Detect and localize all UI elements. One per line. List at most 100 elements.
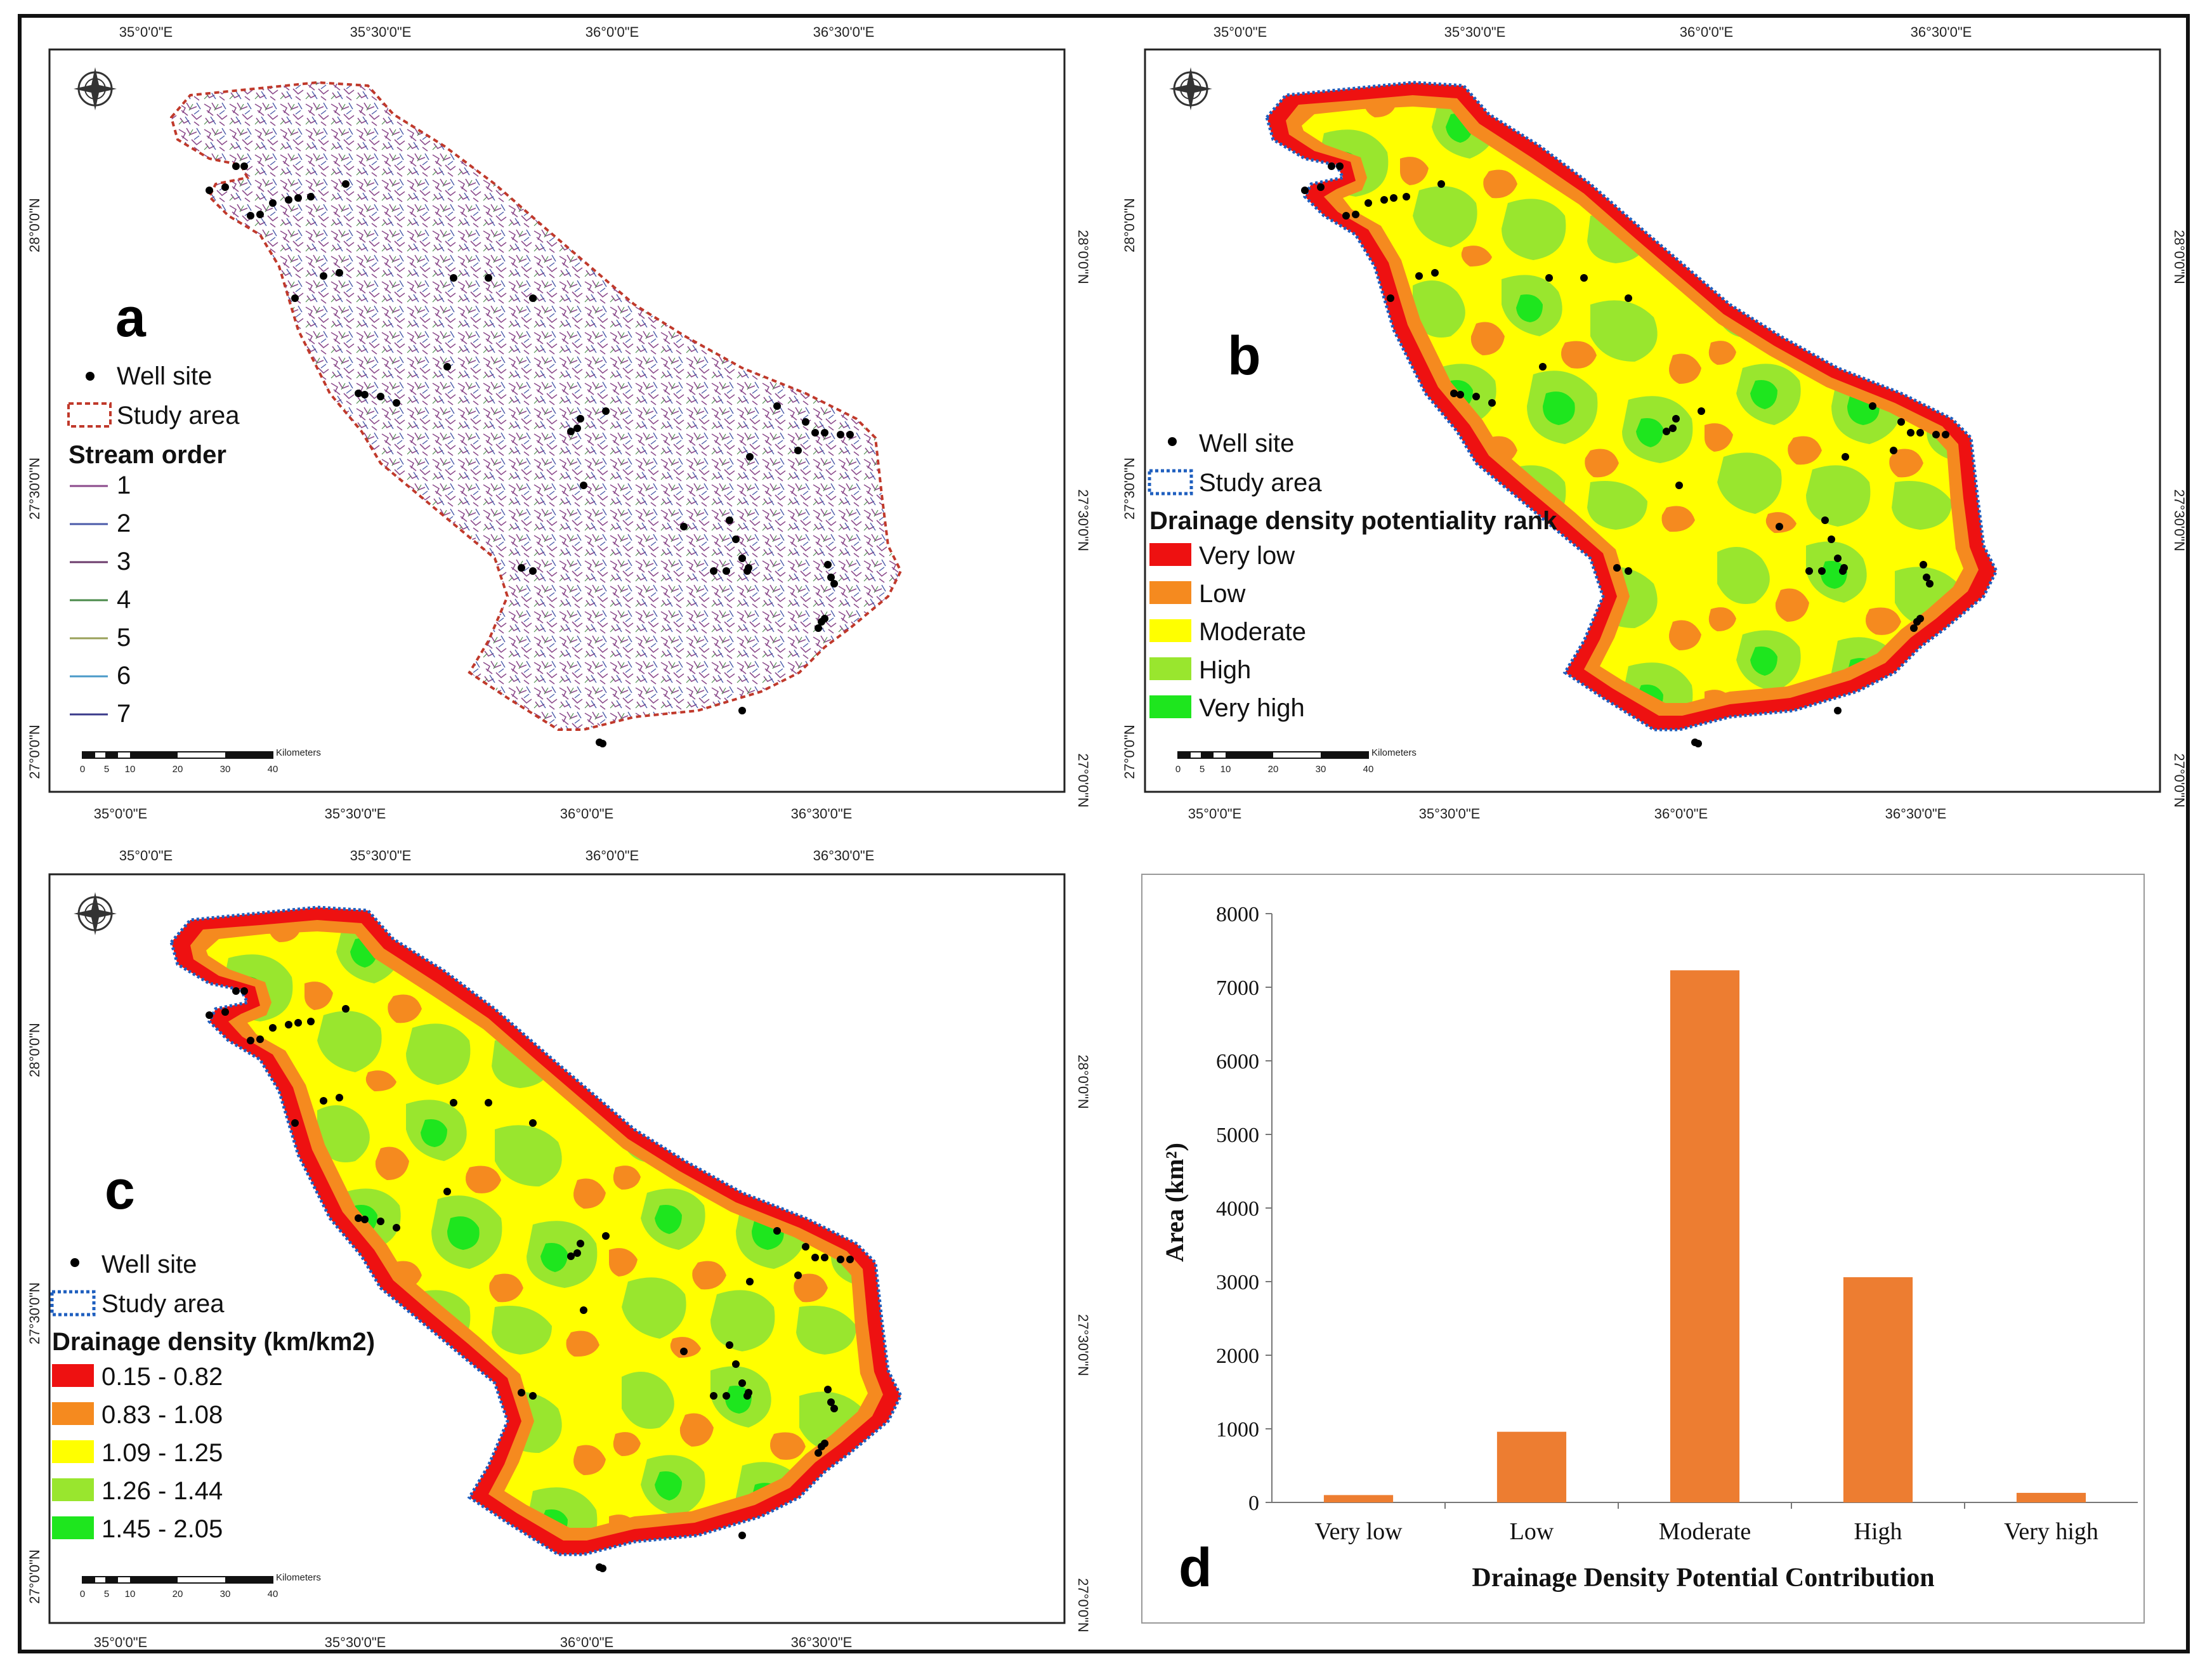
class-swatch: [1149, 657, 1191, 680]
stream-order-label: 4: [117, 586, 131, 614]
scale-bar-c: Kilometers 0 5 10 20 30 40: [80, 1572, 321, 1599]
chart-y-tick-label: 4000: [1216, 1197, 1259, 1221]
well-site-dot: [320, 1097, 327, 1105]
lat-label: 27°30'0"N: [2171, 489, 2187, 551]
scale-tick: 40: [268, 764, 278, 775]
well-site-dot: [1923, 574, 1930, 581]
well-site-dot: [443, 363, 451, 371]
well-site-dot: [794, 1271, 802, 1279]
well-site-dot: [1840, 564, 1848, 572]
well-site-dot: [1672, 415, 1680, 423]
well-site-dot: [726, 516, 733, 524]
lon-label: 36°30'0"E: [791, 806, 853, 822]
class-label: 1.45 - 2.05: [101, 1515, 223, 1543]
well-site-dot: [1834, 707, 1842, 714]
chart-y-tick-label: 6000: [1216, 1050, 1259, 1074]
chart-y-tick-label: 5000: [1216, 1124, 1259, 1147]
well-site-dot: [1920, 561, 1927, 568]
well-site-dot: [1675, 482, 1683, 489]
well-site-dot: [1431, 269, 1439, 277]
lon-label: 36°0'0"E: [560, 1634, 613, 1650]
well-site-dot: [485, 1099, 492, 1107]
well-site-dot: [1456, 391, 1464, 398]
well-site-dot: [232, 162, 240, 170]
lon-label: 36°0'0"E: [1680, 24, 1733, 40]
well-site-dot: [1387, 294, 1394, 302]
lon-label: 35°30'0"E: [1444, 24, 1506, 40]
lon-label: 35°0'0"E: [94, 806, 147, 822]
class-swatch: [1149, 695, 1191, 718]
lon-label: 35°0'0"E: [119, 24, 173, 40]
well-site-dot: [247, 1037, 254, 1044]
well-site-dot: [830, 1405, 838, 1412]
well-site-dot: [377, 1218, 384, 1225]
well-site-dot: [1580, 274, 1588, 282]
well-site-symbol: [1168, 437, 1177, 446]
lat-label: 27°30'0"N: [1075, 489, 1091, 551]
well-site-dot: [723, 567, 730, 575]
well-site-dot: [206, 187, 213, 194]
well-site-dot: [529, 1119, 537, 1127]
well-site-dot: [773, 402, 781, 410]
well-site-dot: [336, 269, 343, 277]
well-site-dot: [1365, 199, 1372, 207]
well-site-dot: [443, 1188, 451, 1195]
well-site-dot: [1776, 523, 1783, 530]
legend-well-site: Well site: [101, 1251, 197, 1278]
well-site-dot: [746, 1278, 754, 1285]
class-swatch: [1149, 619, 1191, 642]
lon-label: 36°0'0"E: [586, 24, 639, 40]
well-site-dot: [1539, 363, 1547, 371]
north-arrow-icon: [1169, 67, 1212, 110]
well-site-dot: [680, 523, 688, 530]
class-label: Very high: [1199, 694, 1305, 722]
well-site-dot: [1380, 196, 1388, 204]
lon-label: 36°0'0"E: [1654, 806, 1708, 822]
class-label: Very low: [1199, 542, 1295, 570]
legend-well-site: Well site: [117, 362, 212, 390]
well-site-dot: [393, 399, 400, 407]
well-site-dot: [710, 567, 717, 575]
panel-d-bar-chart: 0 1000 2000 3000 4000 5000 6000 7000 8000 Very lo…: [1141, 874, 2145, 1624]
chart-x-tick-label: High: [1854, 1518, 1902, 1545]
well-site-dot: [802, 1243, 809, 1251]
well-site-dot: [738, 1532, 746, 1539]
well-site-dot: [1613, 564, 1621, 572]
lon-label: 35°30'0"E: [350, 24, 412, 40]
well-site-dot: [355, 1214, 362, 1222]
stream-order-label: 5: [117, 624, 131, 652]
well-site-dot: [1663, 428, 1670, 435]
scale-unit: Kilometers: [276, 1572, 321, 1583]
scale-tick: 20: [173, 1589, 183, 1599]
stream-network: [169, 81, 903, 731]
well-site-dot: [377, 393, 384, 400]
well-site-dot: [745, 1389, 752, 1396]
drainage-rank-surface: [1265, 81, 1998, 747]
legend-title-rank: Drainage density potentiality rank: [1149, 507, 1557, 535]
scale-tick: 10: [125, 1589, 136, 1599]
scale-tick: 20: [1268, 764, 1279, 775]
well-site-dot: [773, 1227, 781, 1235]
lon-labels-bottom-a: 35°0'0"E 35°30'0"E 36°0'0"E 36°30'0"E: [94, 806, 853, 822]
well-site-dot: [247, 212, 254, 220]
stream-order-items: 1 2 3 4 5 6 7: [70, 471, 131, 728]
chart-bar-low: [1496, 1431, 1567, 1502]
chart-bar-very-low: [1323, 1495, 1394, 1502]
well-site-dot: [802, 418, 809, 426]
well-site-dot: [573, 1249, 581, 1257]
scale-tick: 10: [125, 764, 136, 775]
well-site-dot: [811, 1254, 819, 1261]
well-site-dot: [577, 1240, 584, 1247]
scale-tick: 0: [1175, 764, 1181, 775]
chart-bar-high: [1843, 1277, 1913, 1502]
study-area-symbol: [1148, 469, 1193, 496]
well-site-dot: [824, 561, 832, 568]
density-interior-mosaic: [206, 931, 868, 1528]
well-site-dot: [794, 447, 802, 454]
well-site-dot: [746, 453, 754, 461]
well-site-dot: [232, 987, 240, 995]
well-site-dot: [1545, 274, 1553, 282]
lon-label: 35°0'0"E: [119, 848, 173, 864]
well-site-dot: [846, 1256, 854, 1263]
lon-labels-bottom-b: 35°0'0"E 35°30'0"E 36°0'0"E 36°30'0"E: [1188, 806, 1947, 822]
